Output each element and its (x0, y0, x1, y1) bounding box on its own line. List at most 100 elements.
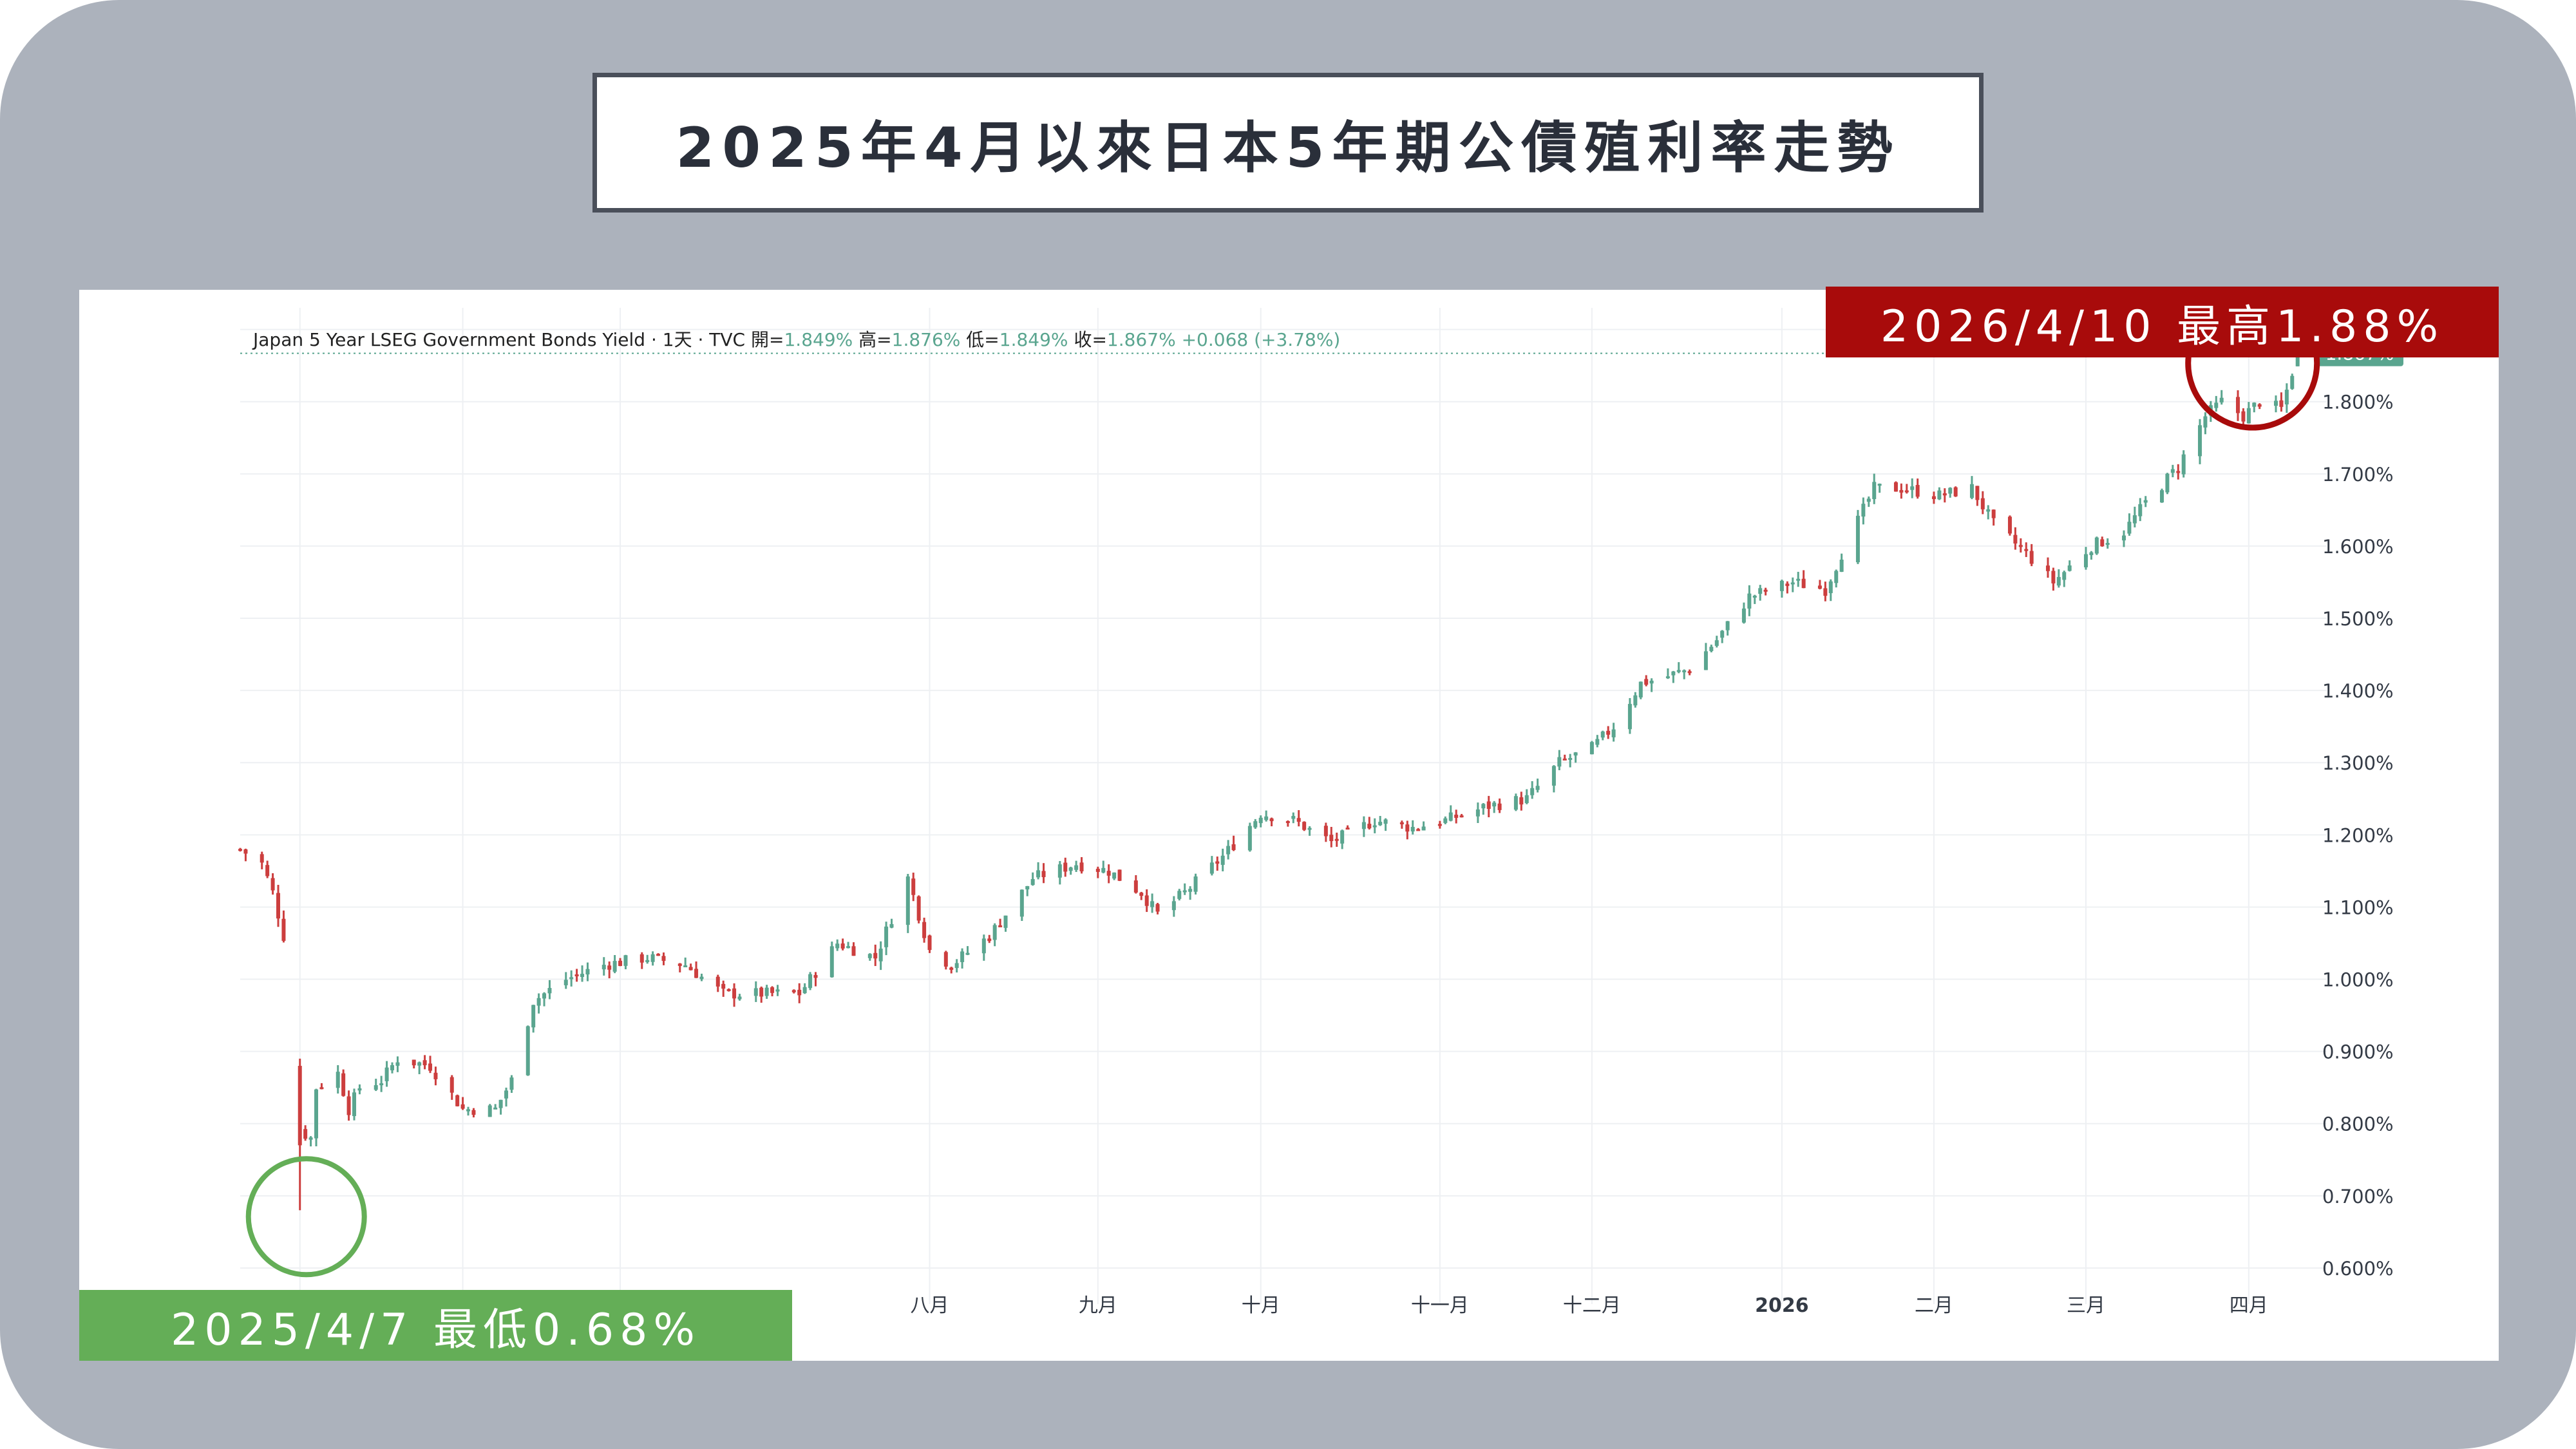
candle-body (357, 1088, 362, 1091)
candle-up (1720, 630, 1725, 643)
candle-up (1193, 873, 1198, 895)
candle-down (2176, 464, 2181, 480)
candle-down (721, 980, 726, 997)
candle-up (1937, 487, 1942, 500)
candle-down (412, 1059, 416, 1069)
candle-body (384, 1067, 389, 1081)
candle-body (1524, 795, 1529, 804)
candle-body (2176, 471, 2181, 473)
candle-up (775, 985, 780, 996)
candle-down (1133, 875, 1138, 894)
candle-down (726, 988, 731, 992)
candle-body (531, 1005, 536, 1028)
candle-body (542, 993, 547, 999)
candle-body (526, 1026, 530, 1075)
candle-body (1975, 486, 1980, 500)
candle-body (1193, 876, 1198, 892)
candle-body (1953, 487, 1958, 497)
candle-body (1725, 621, 1730, 630)
candle-up (352, 1088, 357, 1121)
candle-body (336, 1072, 340, 1088)
candle-body (1611, 729, 1616, 737)
candle-up (384, 1061, 389, 1087)
candle-body (949, 967, 954, 970)
candle-body (1171, 901, 1176, 911)
candle-body (1948, 488, 1953, 494)
candle-body (802, 987, 807, 994)
candle-body (346, 1096, 351, 1115)
candle-body (303, 1129, 308, 1139)
candle-up (2290, 374, 2295, 390)
candle-up (498, 1099, 503, 1115)
candle-up (2197, 419, 2202, 464)
candle-body (829, 946, 834, 978)
candle-up (1709, 644, 1714, 652)
candle-body (889, 923, 894, 928)
candle-body (1741, 608, 1746, 623)
candle-down (1302, 821, 1307, 831)
candle-down (1562, 754, 1567, 761)
candle-body (2284, 390, 2289, 404)
candle-up (1861, 497, 1866, 525)
candle-down (1817, 580, 1822, 590)
candle-body (1226, 846, 1231, 855)
candle-up (1839, 553, 1844, 573)
candle-up (2252, 402, 2257, 413)
candle-down (1931, 491, 1936, 504)
candle-body (688, 967, 693, 971)
candle-body (677, 963, 682, 966)
candle-body (1513, 796, 1518, 810)
candle-down (688, 963, 693, 971)
candle-body (2138, 504, 2143, 516)
candle-down (770, 986, 775, 997)
candle-body (564, 980, 568, 985)
candle-down (1215, 857, 1220, 871)
candle-body (417, 1062, 422, 1066)
legend-part: 收= (1074, 329, 1106, 350)
legend-part: 1.849% (999, 329, 1074, 350)
candle-up (737, 994, 742, 1001)
candle-up (960, 948, 965, 969)
candle-body (2121, 535, 2126, 541)
legend-part: +0.068 (+3.78%) (1182, 329, 1341, 350)
candle-body (2132, 515, 2137, 524)
candle-down (1942, 488, 1947, 503)
candle-body (954, 963, 959, 969)
candle-body (1454, 815, 1459, 818)
candle-body (493, 1107, 498, 1110)
candle-up (699, 973, 704, 981)
candle-down (1367, 817, 1372, 830)
candle-body (504, 1090, 509, 1099)
candle-body (2252, 402, 2257, 407)
candle-body (1030, 879, 1035, 886)
candle-body (281, 918, 286, 941)
candle-body (721, 983, 726, 989)
candle-body (1459, 815, 1464, 818)
candle-up (1112, 872, 1117, 880)
x-tick-label: 十一月 (1411, 1294, 1469, 1317)
candle-body (1899, 489, 1904, 493)
candle-up (531, 1005, 536, 1033)
candle-up (1573, 752, 1578, 763)
candle-up (336, 1065, 340, 1094)
candle-body (1215, 861, 1220, 864)
legend-part: Japan 5 Year LSEG Government Bonds Yield… (252, 329, 751, 350)
candle-up (1226, 840, 1231, 860)
candle-up (1188, 886, 1193, 900)
candle-up (379, 1075, 384, 1092)
candle-down (1079, 857, 1084, 874)
low-marker-circle (245, 1156, 367, 1278)
candle-body (1063, 862, 1068, 872)
candle-down (1606, 726, 1611, 739)
x-tick-label: 三月 (2067, 1294, 2105, 1317)
candle-up (601, 957, 606, 976)
candle-down (1763, 587, 1768, 596)
candle-body (2143, 500, 2148, 503)
candle-up (1665, 668, 1670, 679)
candle-body (1834, 571, 1839, 583)
candle-body (1475, 809, 1480, 817)
candle-body (1133, 880, 1138, 893)
candle-body (1931, 496, 1936, 499)
candle-up (1638, 681, 1643, 699)
candle-up (2067, 560, 2072, 572)
